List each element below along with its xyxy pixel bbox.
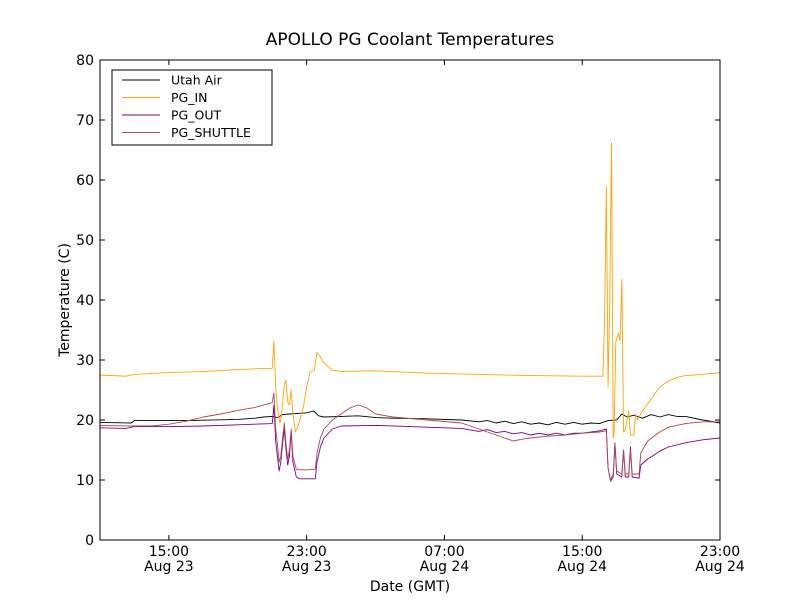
x-tick-label-time: 15:00 xyxy=(149,544,189,560)
y-tick-label: 30 xyxy=(76,353,94,369)
y-tick-label: 10 xyxy=(76,473,94,489)
legend: Utah Air PG_IN PG_OUT PG_SHUTTLE xyxy=(111,69,273,146)
x-tick-label-date: Aug 24 xyxy=(420,559,470,575)
y-tick-label: 60 xyxy=(76,173,94,189)
series-line-pg-in xyxy=(99,142,721,439)
series-line-utah-air xyxy=(99,410,721,426)
y-tick-label: 20 xyxy=(76,413,94,429)
x-axis-label: Date (GMT) xyxy=(370,579,450,595)
chart-title: APOLLO PG Coolant Temperatures xyxy=(266,30,555,50)
legend-label-pg-shuttle: PG_SHUTTLE xyxy=(171,125,251,140)
x-tick-label-date: Aug 23 xyxy=(282,559,332,575)
series-line-pg-out xyxy=(99,404,721,482)
series-line-pg-shuttle xyxy=(99,392,720,481)
legend-box xyxy=(111,69,273,146)
x-tick-label-time: 23:00 xyxy=(286,544,326,560)
y-tick-label: 0 xyxy=(85,533,94,549)
y-tick-label: 40 xyxy=(76,293,94,309)
x-tick-label-date: Aug 24 xyxy=(557,559,607,575)
legend-label-pg-in: PG_IN xyxy=(171,90,208,105)
y-tick-label: 80 xyxy=(76,53,94,69)
legend-label-utah-air: Utah Air xyxy=(171,73,223,88)
legend-label-pg-out: PG_OUT xyxy=(171,108,221,123)
y-axis-label: Temperature (C) xyxy=(57,243,73,358)
x-tick-label-time: 15:00 xyxy=(562,544,602,560)
series-layer xyxy=(99,142,721,482)
x-tick-label-time: 07:00 xyxy=(424,544,464,560)
x-tick-label-date: Aug 24 xyxy=(695,559,745,575)
x-tick-label-time: 23:00 xyxy=(700,544,740,560)
x-tick-label-date: Aug 23 xyxy=(144,559,194,575)
y-tick-label: 50 xyxy=(76,233,94,249)
y-tick-label: 70 xyxy=(76,113,94,129)
